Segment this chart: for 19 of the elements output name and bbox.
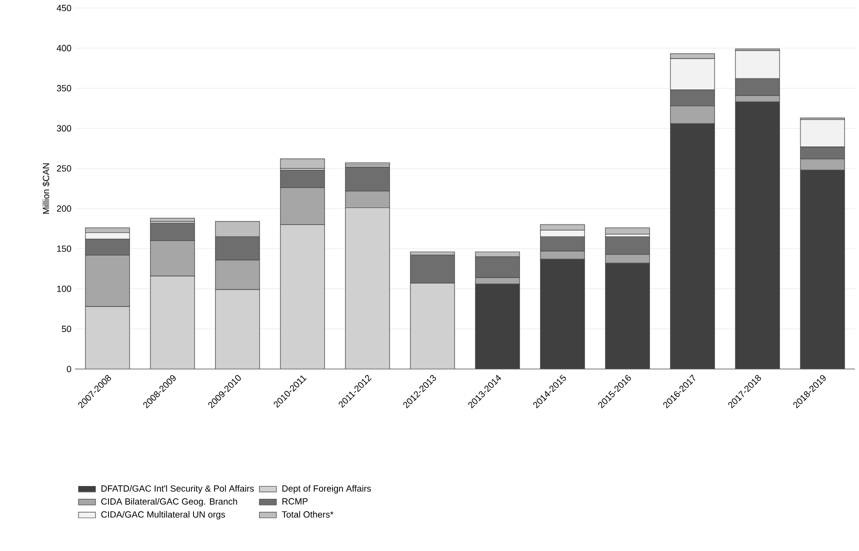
y-tick-label: 100 (57, 286, 72, 292)
legend-label: RCMP (282, 498, 308, 505)
y-axis-title: Million $CAN (42, 163, 50, 214)
bar (150, 218, 195, 222)
legend-label: CIDA/GAC Multilateral UN orgs (101, 511, 225, 520)
y-tick-label: 250 (56, 165, 72, 172)
y-tick-label: 350 (56, 85, 72, 92)
y-tick-label: 150 (57, 245, 72, 252)
legend-label: DFATD/GAC Int'l Security & Pol Affairs (102, 485, 254, 494)
y-tick-label: 200 (56, 205, 72, 212)
y-tick-label: 300 (56, 125, 72, 132)
legend-label: Total Others* (282, 511, 334, 518)
y-tick-label: 0 (66, 366, 72, 372)
legend-label: CIDA Bilateral/GAC Geog. Branch (101, 498, 238, 506)
y-tick-label: 450 (56, 4, 72, 12)
y-tick-label: 50 (62, 326, 72, 332)
y-tick-label: 400 (56, 44, 72, 52)
legend-label: Dept of Foreign Affairs (282, 485, 371, 494)
bar (605, 228, 650, 235)
